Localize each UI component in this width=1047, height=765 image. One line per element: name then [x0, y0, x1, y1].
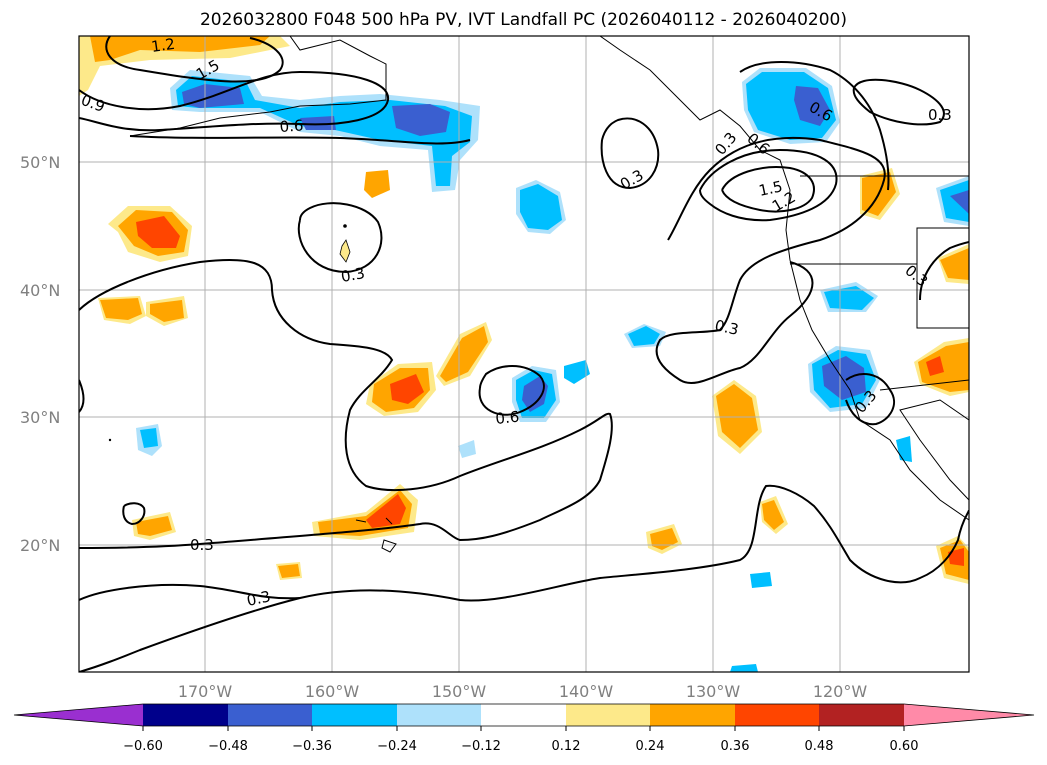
shade-negative: [392, 104, 450, 136]
map-title: 2026032800 F048 500 hPa PV, IVT Landfall…: [199, 10, 847, 30]
lat-label: 30°N: [20, 408, 60, 427]
shade-negative: [176, 76, 472, 186]
shade-negative: [458, 440, 476, 458]
shade-positive: [364, 170, 390, 198]
colorbar: −0.60 −0.48 −0.36 −0.24 −0.12 0.12 0.24 …: [13, 703, 1035, 754]
lon-label: 120°W: [813, 682, 868, 701]
shade-negative: [940, 180, 969, 222]
contour-label: 1.5: [757, 177, 784, 200]
shade-negative: [564, 360, 590, 384]
colorbar-segment: [143, 704, 228, 726]
shade-positive: [940, 248, 969, 280]
shade-positive: [278, 564, 300, 578]
contour-label: 0.6: [495, 408, 521, 428]
contour-label: 0.3: [928, 106, 952, 124]
shade-negative: [300, 116, 336, 130]
shade-positive: [150, 300, 184, 322]
colorbar-tick-label: 0.48: [805, 739, 834, 754]
shade-positive: [136, 216, 180, 248]
shade-negative: [824, 286, 874, 310]
contour-label: 1.2: [150, 35, 176, 56]
colorbar-tick-label: −0.12: [461, 739, 501, 754]
shade-positive: [918, 342, 969, 392]
shade-positive: [136, 516, 172, 536]
contour-label: 0.6: [279, 116, 304, 136]
lat-label: 50°N: [20, 153, 60, 172]
lon-label: 150°W: [432, 682, 487, 701]
shade-positive: [440, 326, 488, 382]
colorbar-segment: [312, 704, 397, 726]
colorbar-segment: [819, 704, 904, 726]
lon-label: 140°W: [559, 682, 614, 701]
colorbar-tick-label: −0.24: [377, 739, 417, 754]
colorbar-segment: [735, 704, 819, 726]
contour-label: 0.3: [190, 536, 214, 554]
colorbar-segment: [650, 704, 735, 726]
gridlines: [79, 36, 969, 672]
colorbar-segment: [566, 704, 650, 726]
shade-positive: [366, 494, 406, 528]
colorbar-segment: [481, 704, 566, 726]
contour-label: 0.3: [245, 587, 272, 610]
colorbar-extend-high: [904, 704, 1034, 726]
shade-negative: [140, 428, 158, 448]
shade-positive: [100, 298, 142, 320]
shade-negative: [822, 356, 866, 400]
colorbar-tick-label: 0.12: [552, 739, 581, 754]
shade-negative: [628, 326, 660, 346]
shade-negative: [730, 664, 758, 672]
shade-positive: [390, 374, 424, 404]
islands: [108, 224, 351, 442]
colorbar-tick-label: 0.36: [721, 739, 750, 754]
colorbar-tick-label: −0.48: [208, 739, 248, 754]
longitude-labels: 170°W 160°W 150°W 140°W 130°W 120°W: [178, 682, 868, 701]
colorbar-tick-label: −0.36: [292, 739, 332, 754]
colorbar-tick-label: 0.60: [890, 739, 919, 754]
colorbar-tick-label: 0.24: [636, 739, 665, 754]
lon-label: 170°W: [178, 682, 233, 701]
map-frame: [78, 35, 970, 673]
shade-positive: [90, 36, 270, 62]
pv-contours: [79, 36, 969, 672]
shade-positive: [762, 500, 784, 530]
shade-negative: [520, 184, 562, 230]
lat-label: 40°N: [20, 281, 60, 300]
lon-label: 160°W: [305, 682, 360, 701]
shade-negative: [950, 190, 969, 214]
lat-label: 20°N: [20, 536, 60, 555]
colorbar-segment: [228, 704, 312, 726]
lon-label: 130°W: [686, 682, 741, 701]
colorbar-tick-label: −0.60: [123, 739, 163, 754]
contour-label: 0.3: [713, 316, 740, 339]
shade-negative: [750, 572, 772, 588]
latitude-labels: 50°N 40°N 30°N 20°N: [20, 153, 60, 555]
shade-positive: [926, 356, 944, 376]
colorbar-extend-low: [14, 704, 143, 726]
shade-negative: [794, 86, 830, 126]
contour-label: 0.3: [340, 264, 367, 286]
shade-negative: [522, 376, 548, 412]
shade-positive: [716, 384, 758, 448]
pv-shading: [79, 36, 969, 672]
colorbar-segment: [397, 704, 481, 726]
